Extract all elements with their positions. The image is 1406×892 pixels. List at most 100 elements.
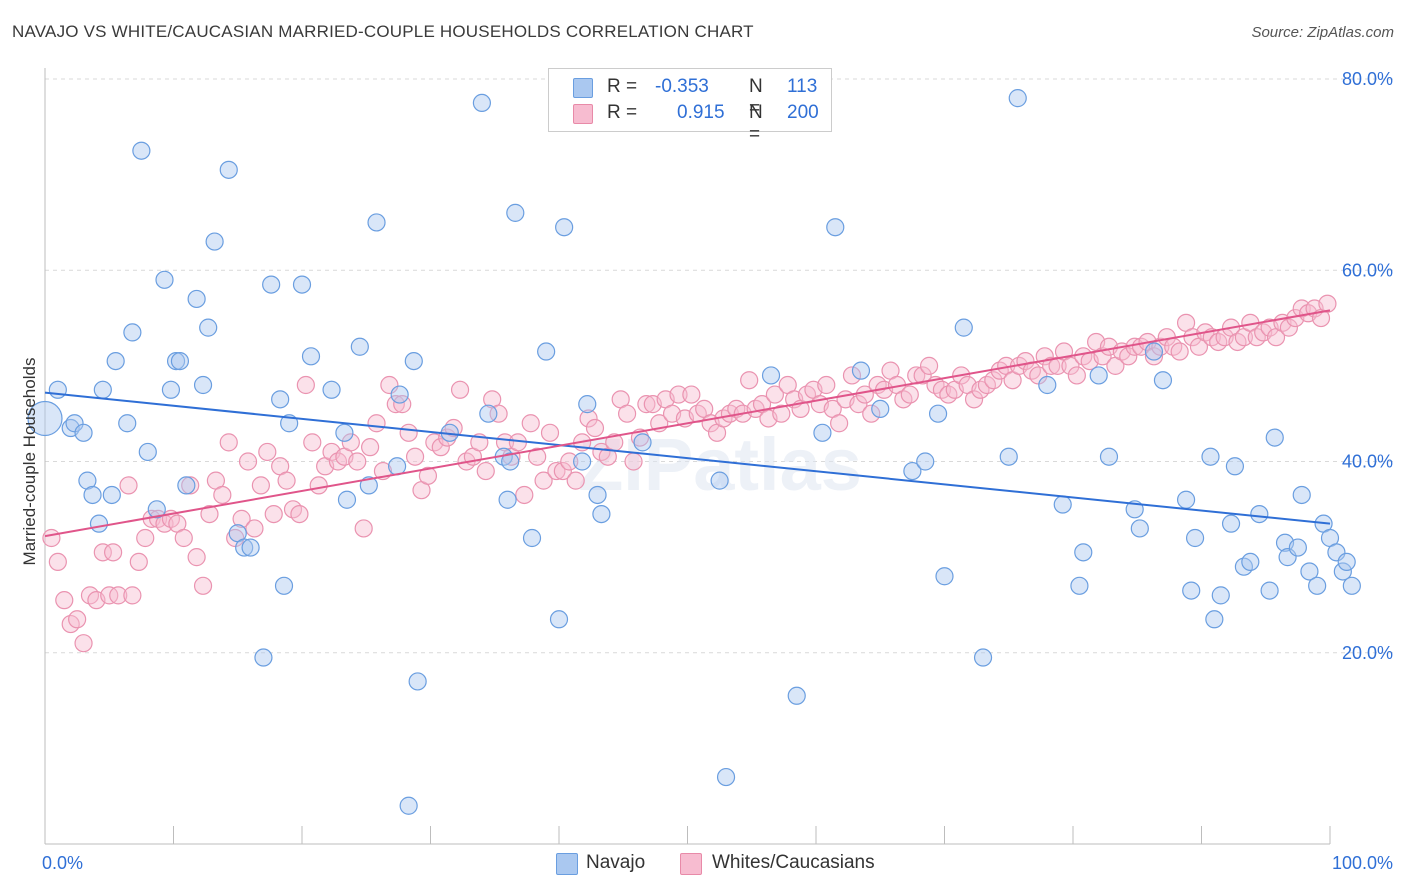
- point-whites: [309, 476, 328, 495]
- point-whites: [174, 528, 193, 548]
- point-whites: [450, 380, 470, 399]
- point-navajo: [166, 351, 186, 371]
- point-whites: [476, 461, 495, 481]
- point-navajo: [254, 648, 273, 667]
- legend-swatch-whites: [573, 104, 593, 124]
- point-navajo: [138, 442, 157, 462]
- point-whites: [637, 395, 656, 414]
- point-navajo: [48, 380, 67, 399]
- point-whites: [418, 466, 438, 485]
- source-label: Source: ZipAtlas.com: [1251, 24, 1394, 41]
- legend-swatch-navajo: [573, 78, 593, 98]
- point-navajo: [292, 275, 312, 294]
- point-whites: [136, 528, 155, 548]
- point-whites: [579, 409, 598, 428]
- point-navajo: [999, 447, 1018, 466]
- point-navajo: [1074, 543, 1093, 562]
- point-navajo: [123, 323, 142, 342]
- point-navajo: [322, 380, 341, 399]
- point-navajo: [1333, 562, 1352, 581]
- point-navajo: [813, 423, 832, 442]
- point-whites: [489, 404, 508, 423]
- point-navajo: [1038, 375, 1057, 395]
- point-navajo: [399, 796, 418, 815]
- point-navajo: [404, 351, 423, 371]
- point-whites: [361, 438, 380, 457]
- point-whites: [93, 543, 112, 562]
- point-navajo: [1205, 610, 1224, 629]
- point-whites: [862, 404, 881, 423]
- point-navajo: [903, 461, 922, 481]
- point-navajo: [710, 471, 729, 490]
- point-whites: [181, 476, 200, 495]
- point-whites: [367, 414, 386, 433]
- point-navajo: [1241, 552, 1260, 572]
- point-whites: [1318, 294, 1337, 313]
- point-navajo: [78, 471, 97, 490]
- y-axis-label: Married-couple Households: [20, 358, 39, 566]
- point-whites: [123, 586, 142, 605]
- point-whites: [913, 366, 932, 385]
- point-whites: [1279, 318, 1298, 337]
- point-navajo: [1260, 581, 1279, 600]
- point-navajo: [871, 399, 890, 419]
- point-whites: [290, 504, 309, 524]
- point-whites: [740, 371, 759, 390]
- point-whites: [68, 610, 87, 629]
- point-navajo: [177, 476, 196, 495]
- point-navajo: [1144, 342, 1164, 361]
- point-whites: [42, 528, 61, 548]
- point-whites: [585, 418, 605, 438]
- point-navajo: [501, 452, 520, 471]
- point-whites: [264, 504, 283, 524]
- point-navajo: [1250, 504, 1269, 524]
- point-navajo: [954, 318, 973, 337]
- point-navajo: [147, 500, 166, 519]
- point-navajo: [578, 395, 597, 414]
- point-navajo: [74, 423, 93, 442]
- point-navajo: [1288, 538, 1307, 557]
- point-navajo: [1008, 89, 1027, 108]
- point-whites: [830, 414, 849, 433]
- point-whites: [258, 442, 277, 462]
- point-navajo: [826, 218, 845, 237]
- point-whites: [964, 390, 984, 409]
- point-whites: [849, 395, 868, 414]
- point-navajo: [928, 404, 948, 423]
- point-navajo: [187, 289, 206, 309]
- point-navajo: [555, 218, 574, 237]
- y-tick-label: 80.0%: [1342, 69, 1393, 89]
- point-whites: [431, 438, 450, 457]
- point-navajo: [522, 528, 542, 548]
- point-whites: [303, 433, 322, 452]
- point-navajo: [93, 380, 112, 399]
- point-whites: [1119, 347, 1138, 366]
- legend: R = -0.353 N = 113 R = 0.915 N = 200: [548, 68, 832, 145]
- point-whites: [48, 552, 67, 572]
- point-navajo: [199, 318, 218, 337]
- point-navajo: [537, 342, 556, 361]
- point-whites: [238, 452, 258, 471]
- point-whites: [817, 375, 836, 395]
- point-navajo: [1308, 576, 1327, 595]
- point-whites: [1144, 347, 1164, 366]
- point-whites: [521, 414, 540, 433]
- point-whites: [74, 634, 93, 653]
- point-whites: [540, 423, 560, 442]
- point-navajo: [935, 567, 954, 586]
- point-navajo: [1182, 581, 1201, 600]
- point-navajo: [1342, 576, 1361, 595]
- point-whites: [213, 485, 232, 505]
- point-navajo: [1201, 447, 1220, 466]
- point-navajo: [573, 452, 592, 471]
- point-navajo: [1337, 552, 1356, 572]
- point-navajo: [1292, 485, 1311, 505]
- point-navajo: [132, 141, 151, 160]
- point-navajo: [271, 390, 290, 409]
- point-whites: [348, 452, 367, 471]
- point-whites: [251, 476, 270, 495]
- point-navajo: [89, 514, 109, 533]
- point-whites: [553, 461, 572, 481]
- bottom-legend-swatch-navajo: [556, 853, 578, 875]
